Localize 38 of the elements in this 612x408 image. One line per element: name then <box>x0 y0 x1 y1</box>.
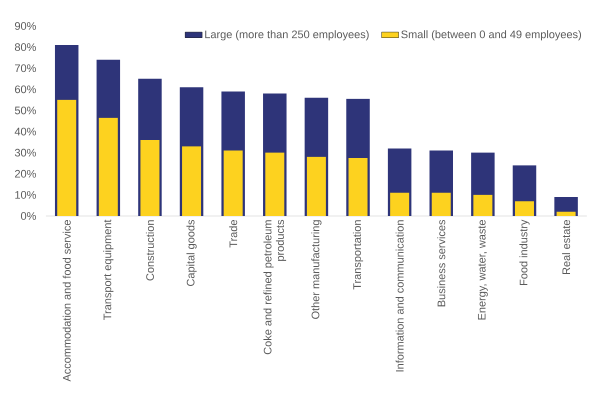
bar <box>390 192 410 216</box>
y-tick-label: 70% <box>15 64 36 72</box>
y-tick-label: 40% <box>14 128 36 136</box>
y-tick-label: 20% <box>14 170 36 178</box>
bar <box>98 118 118 216</box>
x-tick-label: Coke and refined petroleum products <box>263 220 286 354</box>
bar <box>306 156 326 216</box>
x-tick-label: Real estate <box>562 220 570 274</box>
bar <box>140 140 160 216</box>
bar <box>224 150 243 216</box>
bar <box>265 152 284 216</box>
y-tick-label: 80% <box>14 43 36 51</box>
x-tick-label: Business services <box>437 220 446 306</box>
bar <box>182 146 202 216</box>
x-tick-label: Construction <box>146 220 154 280</box>
bar <box>473 194 492 216</box>
bar <box>348 158 368 216</box>
legend-label: Large (more than 250 employees) <box>205 30 369 40</box>
legend-label: Small (between 0 and 49 employees) <box>401 30 582 40</box>
x-tick-label: Other manufacturing <box>311 220 322 319</box>
x-tick-label: Information and communication <box>396 220 404 372</box>
y-tick-label: 10% <box>15 191 36 199</box>
bar <box>432 192 451 216</box>
x-tick-label: Trade <box>229 220 238 248</box>
x-tick-label: Capital goods <box>186 220 197 286</box>
y-tick-label: 50% <box>14 106 36 114</box>
x-tick-label: Transport equipment <box>103 220 114 320</box>
y-tick-label: 60% <box>15 85 36 94</box>
x-tick-label: Transportation <box>352 220 364 290</box>
x-tick-label: Accommodation and food service <box>62 220 71 382</box>
bar <box>556 212 576 216</box>
x-tick-label: Energy, water, waste <box>478 220 488 320</box>
y-tick-label: 0% <box>20 212 36 220</box>
x-tick-label: Food industry <box>519 220 530 286</box>
bar <box>57 100 76 216</box>
y-tick-label: 90% <box>14 22 36 30</box>
bar <box>514 201 534 216</box>
y-tick-label: 30% <box>14 148 36 157</box>
